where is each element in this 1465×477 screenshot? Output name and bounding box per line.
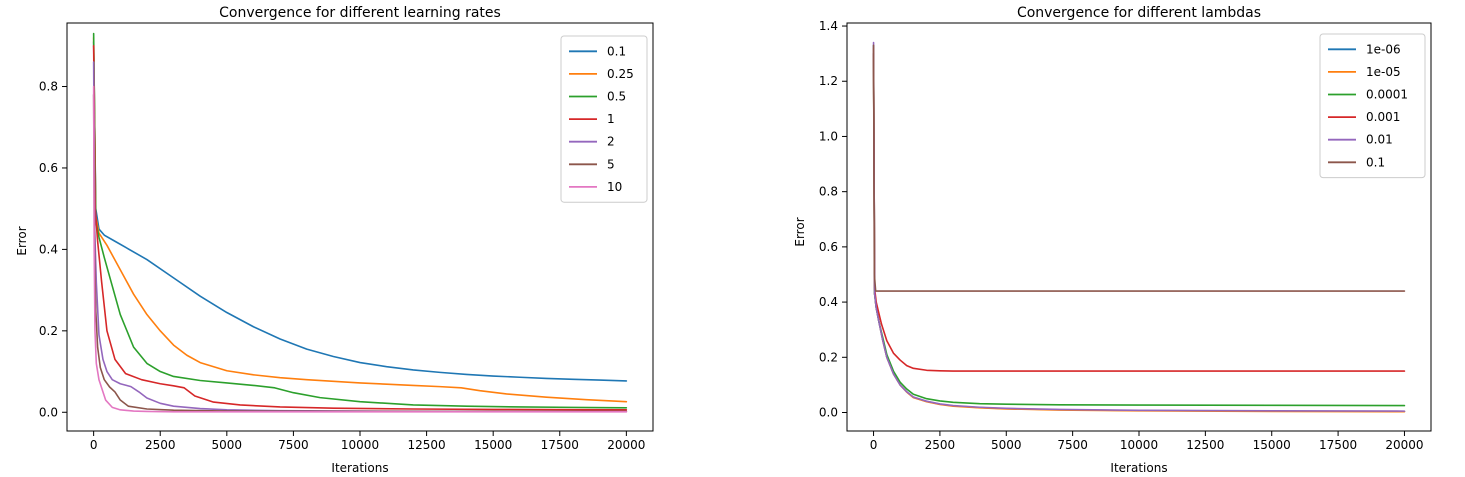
right-chart-series-line-5 [872,44,1406,292]
left-chart-xlabel: Iterations [331,461,388,475]
left-chart-title: Convergence for different learning rates [219,5,501,21]
left-chart-ytick-label: 0.4 [39,242,58,256]
right-chart-ytick-label: 0.2 [819,350,838,364]
left-chart-xtick-label: 5000 [212,438,243,452]
left-chart-series-line-4 [92,61,628,413]
left-chart-series-line-3 [92,45,628,411]
right-chart-xtick-label: 7500 [1057,438,1088,452]
left-chart-legend-label: 1 [607,112,615,126]
left-chart-xtick-label: 12500 [407,438,445,452]
left-chart-xtick-label: 7500 [278,438,309,452]
left-chart-series-line-1 [92,36,628,403]
right-chart-ylabel: Error [793,217,807,246]
right-chart-ytick-label: 1.4 [819,19,838,33]
right-chart-series-line-4 [872,41,1406,412]
right-chart-legend-label: 0.1 [1366,155,1385,169]
right-chart-ytick-label: 1.2 [819,74,838,88]
right-chart-ytick-label: 1.0 [819,129,838,143]
left-chart-series-lines [92,32,628,413]
right-chart-xtick-label: 0 [870,438,878,452]
right-chart-legend-label: 0.0001 [1366,88,1408,102]
left-chart-ylabel: Error [15,226,29,255]
left-chart-ytick-label: 0.2 [39,324,58,338]
left-chart-legend-label: 0.25 [607,67,634,81]
right-chart-xtick-label: 2500 [925,438,956,452]
left-chart-ytick-label: 0.8 [39,80,58,94]
right-chart-legend-label: 1e-06 [1366,42,1401,56]
left-chart-legend-label: 5 [607,157,615,171]
left-chart-series-line-5 [92,93,628,413]
right-chart-title: Convergence for different lambdas [1017,5,1261,21]
left-chart: Convergence for different learning rates… [15,5,654,475]
left-chart-legend: 0.1 0.25 0.5 1 2 5 10 [560,35,648,203]
right-chart-xtick-label: 12500 [1186,438,1224,452]
right-chart-ytick-label: 0.4 [819,295,838,309]
left-chart-xtick-label: 20000 [607,438,645,452]
left-chart-legend-label: 0.1 [607,44,626,58]
right-chart-legend-label: 0.001 [1366,110,1400,124]
left-chart-legend-label: 0.5 [607,90,626,104]
right-chart-xtick-label: 20000 [1385,438,1423,452]
right-chart-xlabel: Iterations [1110,461,1167,475]
right-chart-ytick-label: 0.6 [819,240,838,254]
right-chart-xtick-label: 10000 [1120,438,1158,452]
left-chart-xtick-label: 0 [90,438,98,452]
right-chart-ytick-label: 0.8 [819,185,838,199]
left-chart-legend-label: 2 [607,135,615,149]
left-chart-series-line-2 [92,32,628,409]
right-chart-series-line-3 [872,52,1406,372]
right-chart-series-lines [872,41,1406,413]
left-chart-ytick-label: 0.6 [39,161,58,175]
left-chart-ytick-label: 0.0 [39,405,58,419]
left-chart-legend-label: 10 [607,180,622,194]
left-chart-xtick-label: 17500 [541,438,579,452]
right-chart-legend: 1e-06 1e-05 0.0001 0.001 0.01 0.1 [1319,33,1426,179]
left-chart-xtick-label: 15000 [474,438,512,452]
left-chart-xtick-label: 10000 [341,438,379,452]
right-chart: Convergence for different lambdas Iterat… [793,5,1432,475]
left-chart-series-line-0 [92,40,628,382]
right-chart-xtick-label: 15000 [1253,438,1291,452]
right-chart-xtick-label: 5000 [991,438,1022,452]
left-chart-xtick-label: 2500 [145,438,176,452]
left-chart-series-line-6 [92,85,628,413]
right-chart-ytick-label: 0.0 [819,406,838,420]
right-chart-legend-label: 1e-05 [1366,65,1401,79]
right-chart-xtick-label: 17500 [1319,438,1357,452]
right-chart-legend-label: 0.01 [1366,133,1393,147]
